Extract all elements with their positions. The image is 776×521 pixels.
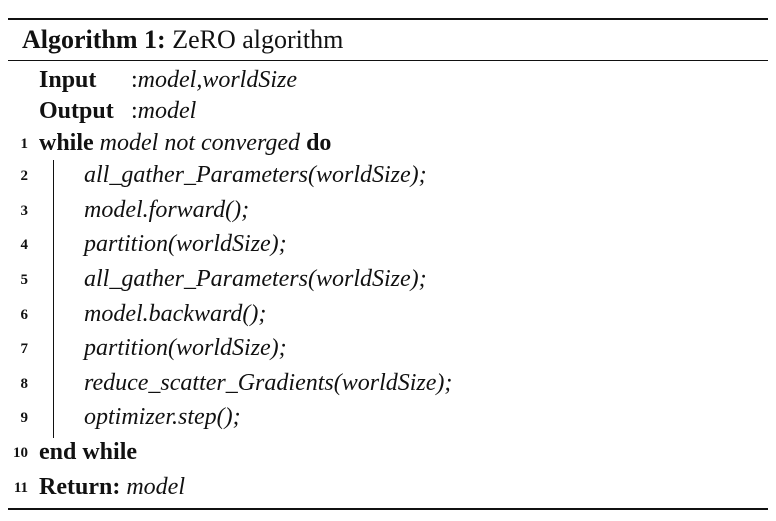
statement: model.backward(); [84,301,267,327]
line-number: 1 [20,136,29,152]
output-line: Output:model [0,95,776,127]
caption-rule [8,60,768,61]
line-number: 4 [20,237,29,253]
statement: all_gather_Parameters(worldSize); [84,266,427,292]
algorithm-caption: Algorithm 1: ZeRO algorithm [22,22,343,58]
algorithm-line: 5 all_gather_Parameters(worldSize); [0,263,776,295]
statement: optimizer.step(); [84,404,241,430]
algorithm-line: 8 reduce_scatter_Gradients(worldSize); [0,367,776,399]
keyword-do: do [306,130,332,156]
algorithm-line: 11 Return: model [0,471,776,503]
input-separator: : [131,67,138,93]
line-number: 3 [20,203,29,219]
input-value: model,worldSize [137,67,297,93]
statement: partition(worldSize); [84,231,287,257]
algorithm-line: 4 partition(worldSize); [0,228,776,260]
line-number: 2 [20,168,29,184]
statement: model.forward(); [84,197,250,223]
output-value: model [137,98,197,124]
output-separator: : [131,98,138,124]
algorithm-line: 7 partition(worldSize); [0,332,776,364]
algorithm-title: ZeRO algorithm [172,25,344,54]
keyword-end-while: end while [39,439,138,465]
algorithm-line: 6 model.backward(); [0,298,776,330]
output-label: Output [39,98,114,124]
statement: reduce_scatter_Gradients(worldSize); [84,370,453,396]
keyword-return: Return: [39,474,121,500]
top-rule [8,18,768,20]
line-number: 6 [20,307,29,323]
algorithm-line: 9 optimizer.step(); [0,401,776,433]
algorithm-line: 2 all_gather_Parameters(worldSize); [0,159,776,191]
return-value: model [126,474,185,500]
input-line: Input:model,worldSize [0,64,776,96]
line-number: 9 [20,410,29,426]
statement: all_gather_Parameters(worldSize); [84,162,427,188]
algorithm-line: 10 end while [0,436,776,468]
loop-body-indent-bar [53,160,54,438]
line-number: 8 [20,376,29,392]
algorithm-label: Algorithm 1: [22,25,166,54]
algorithm-line: 3 model.forward(); [0,194,776,226]
loop-condition: model not converged [99,130,301,156]
line-number: 10 [13,445,28,461]
keyword-while: while [39,130,94,156]
bottom-rule [8,508,768,510]
line-number: 11 [13,480,28,496]
line-number: 5 [20,272,29,288]
statement: partition(worldSize); [84,335,287,361]
line-number: 7 [20,341,29,357]
input-label: Input [39,67,97,93]
algorithm-line: 1 while model not converged do [0,127,776,159]
